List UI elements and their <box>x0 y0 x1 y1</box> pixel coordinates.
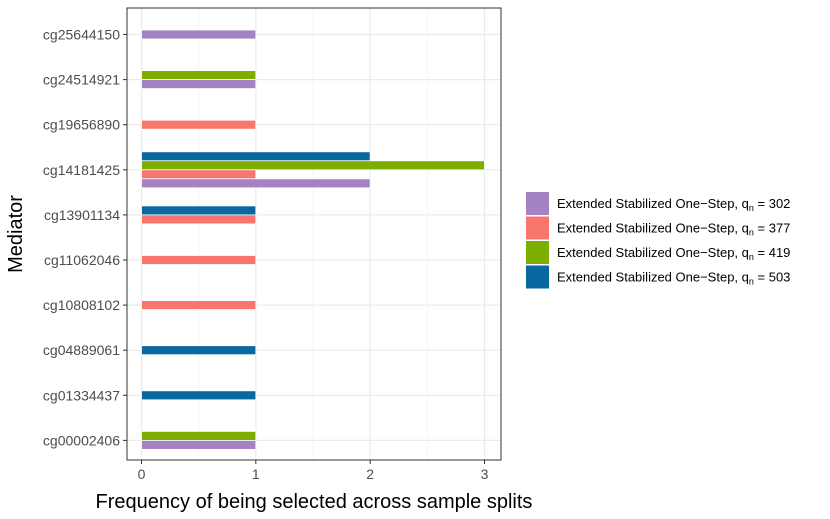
legend-swatch <box>526 216 549 240</box>
y-tick-label: cg11062046 <box>44 252 120 268</box>
y-tick-label: cg14181425 <box>43 162 120 178</box>
legend-label: Extended Stabilized One−Step, qn = 419 <box>557 245 790 262</box>
bar <box>141 430 257 441</box>
x-tick-label: 3 <box>481 466 489 482</box>
bar <box>141 29 257 40</box>
x-axis-title: Frequency of being selected across sampl… <box>96 491 533 513</box>
panel-border <box>126 7 502 461</box>
bar <box>141 79 257 89</box>
legend-swatch <box>526 192 549 215</box>
legend-label: Extended Stabilized One−Step, qn = 377 <box>557 221 790 238</box>
bar <box>141 178 371 189</box>
bar <box>141 169 257 180</box>
y-tick-label: cg19656890 <box>43 117 120 133</box>
x-axis-ticks: 0 1 2 3 <box>138 460 489 482</box>
y-tick-label: cg25644150 <box>43 27 120 43</box>
bar <box>141 119 257 130</box>
y-tick-label: cg00002406 <box>43 432 120 448</box>
y-axis-title: Mediator <box>5 195 27 273</box>
legend-swatch <box>526 265 549 289</box>
y-tick-label: cg01334437 <box>43 387 120 403</box>
bar <box>141 255 257 265</box>
legend-label: Extended Stabilized One−Step, qn = 503 <box>557 270 790 287</box>
y-tick-label: cg24514921 <box>43 72 120 88</box>
bar <box>141 151 371 162</box>
bar <box>141 70 257 80</box>
bar <box>141 300 257 311</box>
y-tick-label: cg04889061 <box>43 342 120 358</box>
x-tick-label: 0 <box>138 466 146 482</box>
legend: Extended Stabilized One−Step, qn = 302 Ex… <box>526 192 790 289</box>
y-tick-label: cg10808102 <box>43 297 120 313</box>
y-axis-ticks: cg25644150 cg24514921 cg19656890 cg14181425… <box>43 27 127 448</box>
bar <box>141 439 257 450</box>
bar <box>141 390 257 401</box>
x-tick-label: 2 <box>366 466 374 482</box>
bar <box>141 345 257 356</box>
legend-swatch <box>526 241 549 264</box>
bars <box>141 29 485 450</box>
x-tick-label: 1 <box>252 466 260 482</box>
bar <box>141 205 257 216</box>
bar <box>141 214 257 225</box>
bar <box>141 160 485 171</box>
legend-label: Extended Stabilized One−Step, qn = 302 <box>557 196 790 213</box>
y-tick-label: cg13901134 <box>44 207 120 223</box>
